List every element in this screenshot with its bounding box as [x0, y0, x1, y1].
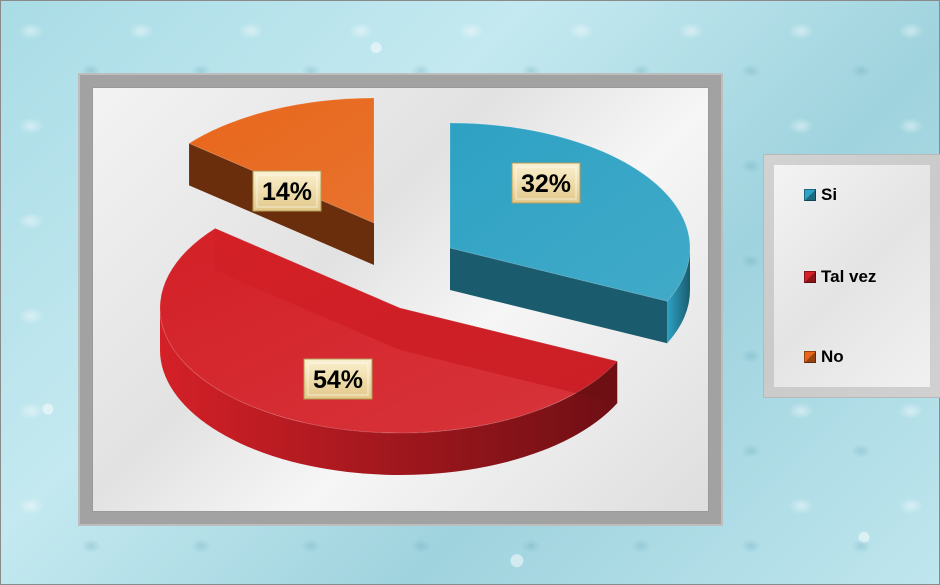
data-label-text-si: 32%	[521, 170, 571, 198]
slice-tal-vez	[159, 227, 619, 434]
legend-label-si: Si	[821, 185, 838, 204]
slice-si	[449, 122, 691, 302]
slice-no	[188, 97, 375, 224]
legend-box	[764, 155, 940, 397]
legend-label-tal-vez: Tal vez	[821, 267, 877, 286]
legend-item-si: Si	[804, 185, 837, 205]
legend-swatch-tal-vez	[804, 271, 816, 283]
slice-side-si	[667, 248, 690, 344]
data-label-bevel-no	[256, 174, 318, 208]
slice-side-tal-vez	[160, 308, 618, 476]
data-label-text-tal-vez: 54%	[313, 366, 363, 394]
data-label-box-tal-vez	[303, 358, 373, 400]
data-label-si: 32%	[511, 162, 581, 204]
legend-swatch-si	[804, 189, 816, 201]
legend-label-no: No	[821, 347, 844, 366]
data-label-no: 14%	[252, 170, 322, 212]
slice-cut-si-1	[450, 248, 668, 344]
legend-swatch-no	[804, 351, 816, 363]
data-label-box-si	[511, 162, 581, 204]
legend-item-tal-vez: Tal vez	[804, 267, 876, 287]
data-label-bevel-si	[515, 166, 577, 200]
data-label-text-no: 14%	[262, 178, 312, 206]
data-label-tal-vez: 54%	[303, 358, 373, 400]
data-label-box-no	[252, 170, 322, 212]
data-label-bevel-tal-vez	[307, 362, 369, 396]
legend-item-no: No	[804, 347, 844, 367]
